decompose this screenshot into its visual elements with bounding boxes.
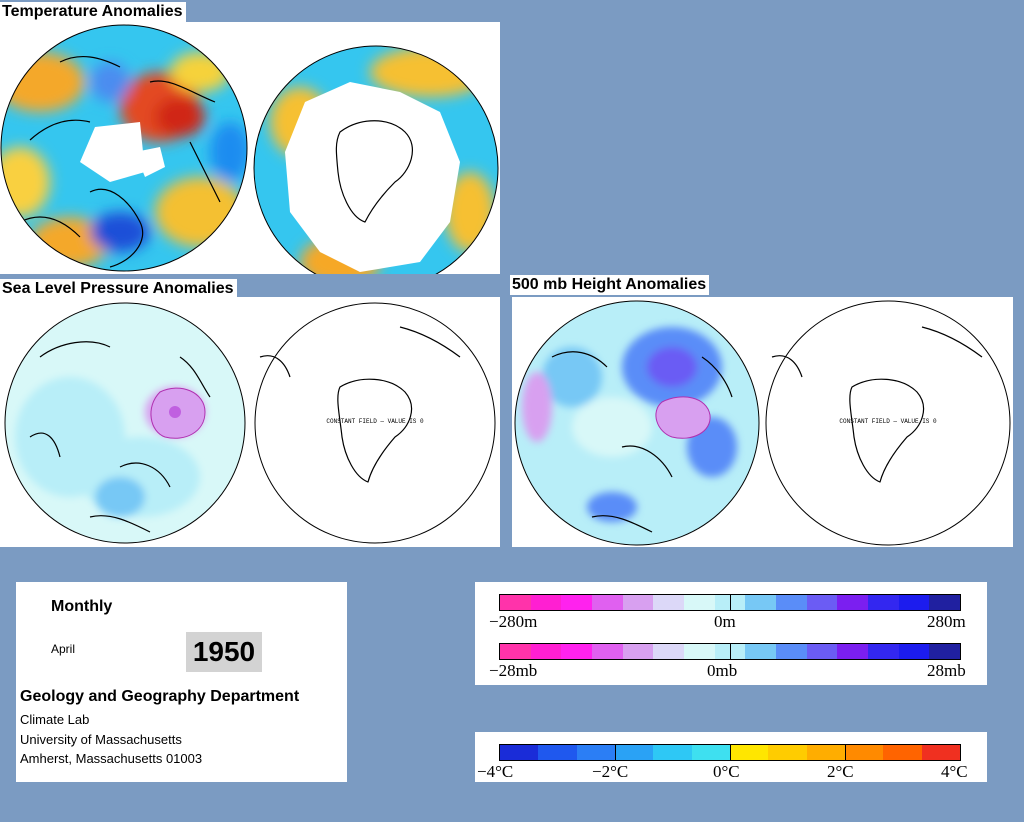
pressure-colorbar-segment [806,644,838,659]
slp-title: Sea Level Pressure Anomalies [0,279,237,299]
height-maps: CONSTANT FIELD — VALUE IS 0 [514,300,1011,546]
slp-south-hemisphere: CONSTANT FIELD — VALUE IS 0 [254,302,496,544]
temperature-colorbar-segment [921,745,960,760]
slp-map-panel: CONSTANT FIELD — VALUE IS 0 [0,297,500,547]
height-colorbar-segment [684,595,715,610]
temperature-colorbar-segment [576,745,615,760]
pressure-legend-mid: 0mb [707,661,738,680]
height-colorbar-segment [561,595,593,610]
height-constant-field-label: CONSTANT FIELD — VALUE IS 0 [839,418,937,425]
height-colorbar-segment [500,595,531,610]
pressure-colorbar-segment [592,644,623,659]
temperature-colorbar-tick [615,745,616,760]
temperature-map-panel [0,22,500,274]
temperature-legend-neg4: −4°C [477,762,514,781]
month-label: April [51,642,76,656]
height-map-panel: CONSTANT FIELD — VALUE IS 0 [512,297,1013,547]
university-label: University of Massachusetts [20,732,182,747]
pressure-colorbar-segment [868,644,899,659]
height-pressure-legend: −280m 0m 280m −28mb 0mb 28mb [475,582,987,685]
period-label: Monthly [51,598,113,615]
height-colorbar-segment [592,595,623,610]
height-north-hemisphere [515,301,759,545]
info-panel: Monthly April 1950 Geology and Geography… [16,582,347,782]
height-colorbar-segment [806,595,838,610]
lab-label: Climate Lab [20,712,90,727]
temperature-legend-2: 2°C [827,762,854,781]
height-legend-mid: 0m [714,612,736,631]
temperature-colorbar-tick [845,745,846,760]
pressure-colorbar-segment [530,644,562,659]
temperature-colorbar-segment [614,745,654,760]
height-legend-min: −280m [489,612,538,631]
temperature-colorbar-segment [806,745,845,760]
pressure-colorbar-segment [837,644,869,659]
height-colorbar-segment [745,595,777,610]
height-colorbar-tick [730,595,731,610]
pressure-colorbar-segment [929,644,961,659]
slp-constant-field-label: CONSTANT FIELD — VALUE IS 0 [326,418,424,425]
height-colorbar-segment [837,595,869,610]
height-legend-max: 280m [927,612,966,631]
address-label: Amherst, Massachusetts 01003 [20,751,203,766]
temperature-colorbar-segment [538,745,577,760]
year-label: 1950 [186,632,262,672]
height-colorbar-segment [868,595,899,610]
pressure-colorbar-segment [745,644,777,659]
temperature-colorbar-segment [729,745,769,760]
temperature-colorbar-segment [883,745,922,760]
temperature-south-hemisphere [254,46,498,274]
temperature-colorbar-segment [768,745,807,760]
pressure-legend-max: 28mb [927,661,966,680]
temperature-colorbar-segment [844,745,884,760]
slp-north-hemisphere [5,303,245,543]
temperature-colorbar-tick [730,745,731,760]
pressure-colorbar-segment [776,644,807,659]
pressure-colorbar-tick [730,644,731,659]
temperature-title: Temperature Anomalies [0,2,186,22]
pressure-colorbar-segment [622,644,654,659]
pressure-colorbar-segment [561,644,593,659]
pressure-colorbar-segment [898,644,930,659]
pressure-colorbar-segment [684,644,715,659]
pressure-colorbar [499,643,961,660]
height-colorbar-segment [622,595,654,610]
height-colorbar-segment [898,595,930,610]
height-south-hemisphere: CONSTANT FIELD — VALUE IS 0 [765,300,1011,546]
pressure-colorbar-segment [500,644,531,659]
department-label: Geology and Geography Department [20,688,300,705]
height-colorbar-segment [929,595,961,610]
temperature-north-hemisphere [1,25,247,271]
temperature-colorbar-segment [653,745,692,760]
temperature-colorbar-segment [691,745,730,760]
slp-maps: CONSTANT FIELD — VALUE IS 0 [4,302,496,544]
temperature-colorbar-segment [500,745,539,760]
height-colorbar [499,594,961,611]
temperature-maps [0,24,499,274]
temperature-legend-0: 0°C [713,762,740,781]
height-colorbar-segment [776,595,807,610]
temperature-legend-4: 4°C [941,762,968,781]
temperature-legend-neg2: −2°C [592,762,629,781]
height-colorbar-segment [530,595,562,610]
pressure-colorbar-segment [653,644,685,659]
temperature-legend: −4°C −2°C 0°C 2°C 4°C [475,732,987,782]
pressure-legend-min: −28mb [489,661,538,680]
height-title: 500 mb Height Anomalies [510,275,710,295]
temperature-colorbar [499,744,961,761]
height-colorbar-segment [653,595,685,610]
